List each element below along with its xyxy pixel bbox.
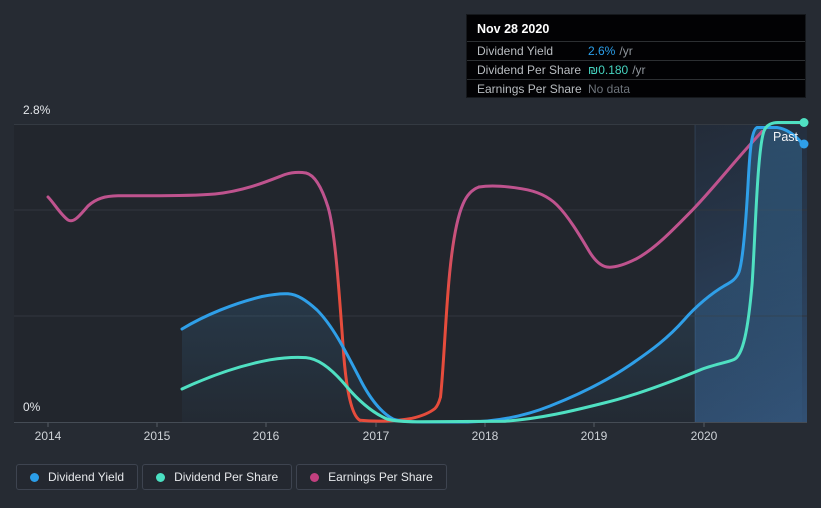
x-axis-label-2017: 2017: [362, 429, 390, 443]
legend-item-dividend-per-share[interactable]: Dividend Per Share: [142, 464, 293, 490]
tooltip-row-dividend-yield: Dividend Yield 2.6% /yr: [467, 41, 805, 60]
dividend-per-share-marker: [799, 118, 809, 127]
tooltip-unit: /yr: [632, 63, 646, 77]
tooltip-value: ₪0.180: [588, 63, 629, 77]
tooltip-value: No data: [588, 82, 631, 96]
tooltip-row-earnings-per-share: Earnings Per Share No data: [467, 79, 805, 98]
y-axis-label-max: 2.8%: [23, 103, 51, 117]
x-axis-label-2016: 2016: [252, 429, 280, 443]
earnings-per-share-recovery: [439, 185, 481, 399]
dividend-yield-marker: [799, 139, 809, 149]
earnings-per-share-line-early: [46, 170, 308, 223]
dividend-yield-area: [182, 127, 802, 422]
y-axis-label-zero: 0%: [23, 400, 41, 414]
tooltip-date: Nov 28 2020: [477, 22, 550, 36]
tooltip-label: Dividend Per Share: [477, 63, 582, 77]
x-axis-label-2018: 2018: [471, 429, 499, 443]
legend-label: Dividend Yield: [48, 470, 125, 484]
x-axis-label-2015: 2015: [143, 429, 171, 443]
earnings-per-share-loss-segment: [358, 395, 442, 423]
x-axis-ticks: [47, 422, 705, 427]
legend-item-earnings-per-share[interactable]: Earnings Per Share: [296, 464, 447, 490]
dividend-per-share-line: [180, 121, 805, 424]
x-axis-label-2019: 2019: [580, 429, 608, 443]
dividend-yield-dot-icon: [30, 472, 39, 482]
x-axis-label-2014: 2014: [34, 429, 62, 443]
x-axis-label-2020: 2020: [690, 429, 718, 443]
dividend-yield-line: [180, 126, 804, 424]
chart-legend: Dividend Yield Dividend Per Share Earnin…: [16, 464, 447, 490]
earnings-per-share-line-late: [477, 130, 764, 269]
tooltip-label: Earnings Per Share: [477, 82, 582, 96]
tooltip-value: 2.6%: [588, 44, 616, 58]
hover-tooltip: Nov 28 2020 Dividend Yield 2.6% /yr Divi…: [466, 14, 806, 98]
legend-label: Dividend Per Share: [174, 470, 279, 484]
legend-label: Earnings Per Share: [328, 470, 433, 484]
past-region-label: Past: [773, 130, 799, 144]
tooltip-unit: /yr: [619, 44, 633, 58]
earnings-per-share-dot-icon: [310, 472, 320, 482]
dividend-per-share-dot-icon: [156, 472, 166, 482]
earnings-per-share-crash: [304, 171, 362, 422]
tooltip-row-dividend-per-share: Dividend Per Share ₪0.180 /yr: [467, 60, 805, 79]
legend-item-dividend-yield[interactable]: Dividend Yield: [16, 464, 139, 490]
tooltip-label: Dividend Yield: [477, 44, 554, 58]
